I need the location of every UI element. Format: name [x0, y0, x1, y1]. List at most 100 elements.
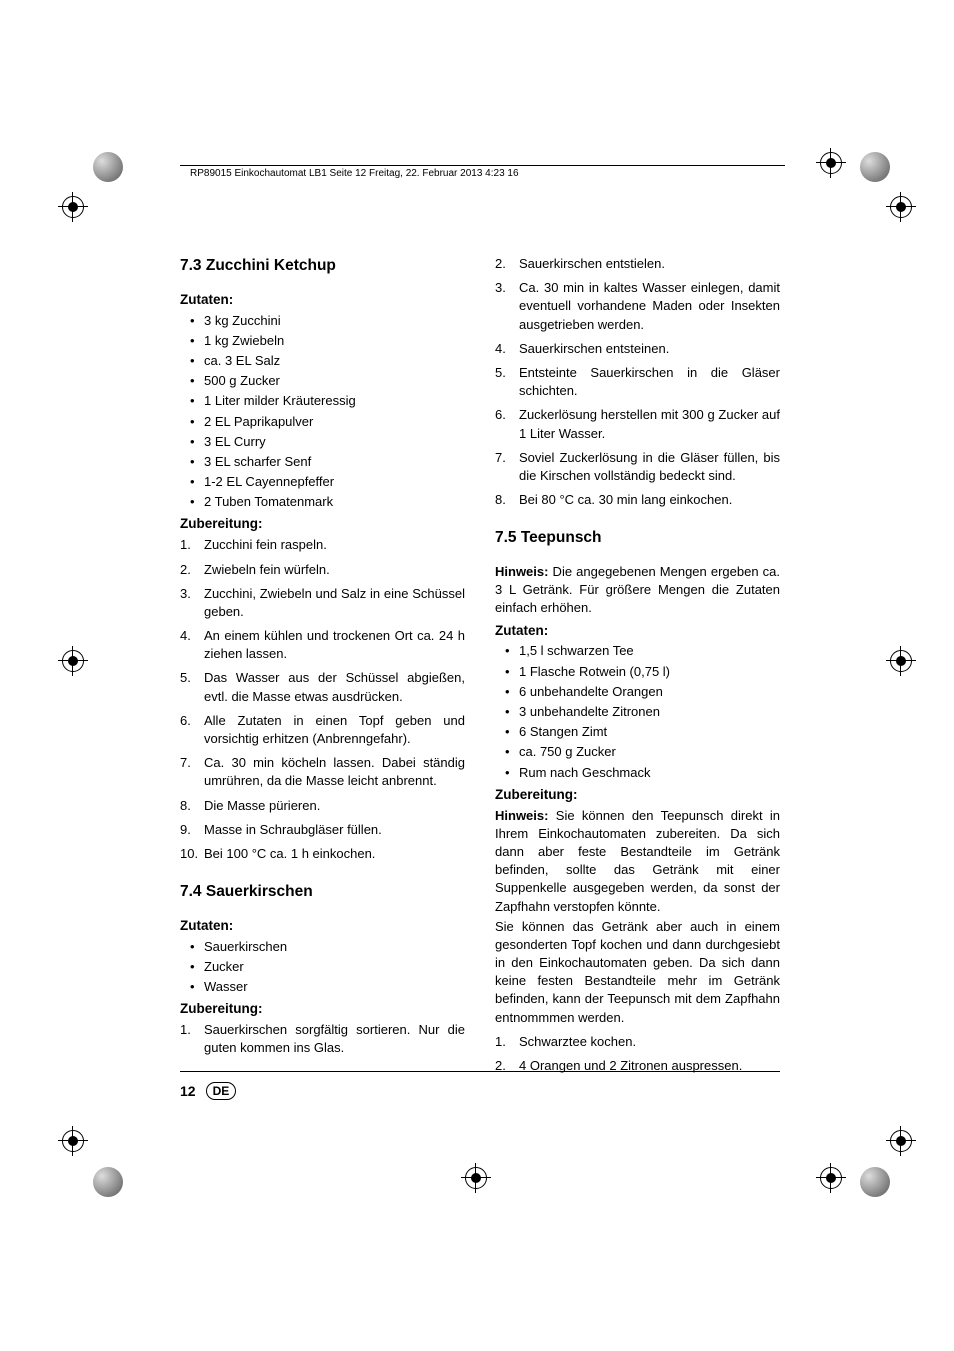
step-item: 5.Entsteinte Sauerkirschen in die Gläser… [495, 364, 780, 400]
zutaten-list: 1,5 l schwarzen Tee 1 Flasche Rotwein (0… [495, 642, 780, 781]
zubereitung-label: Zubereitung: [180, 1000, 465, 1019]
steps-list: 1.Sauerkirschen sorgfältig sortieren. Nu… [180, 1021, 465, 1057]
zutat-item: 1-2 EL Cayennepfeffer [180, 473, 465, 491]
steps-list: 2.Sauerkirschen entstielen. 3.Ca. 30 min… [495, 255, 780, 509]
zutaten-label: Zutaten: [180, 291, 465, 310]
page-number: 12 [180, 1083, 196, 1099]
step-item: 5.Das Wasser aus der Schüssel abgießen, … [180, 669, 465, 705]
steps-list: 1.Schwarztee kochen. 2.4 Orangen und 2 Z… [495, 1033, 780, 1075]
step-item: 2.Sauerkirschen entstielen. [495, 255, 780, 273]
step-item: 6.Zuckerlösung herstellen mit 300 g Zuck… [495, 406, 780, 442]
recipe-heading: 7.5 Teepunsch [495, 527, 780, 549]
step-text: Bei 100 °C ca. 1 h einkochen. [204, 846, 375, 861]
step-text: Schwarztee kochen. [519, 1034, 636, 1049]
step-item: 4.Sauerkirschen entsteinen. [495, 340, 780, 358]
zutat-item: ca. 3 EL Salz [180, 352, 465, 370]
print-mark [820, 1167, 842, 1189]
print-mark [890, 196, 912, 218]
step-text: Zuckerlösung herstellen mit 300 g Zucker… [519, 407, 780, 440]
header-text: RP89015 Einkochautomat LB1 Seite 12 Frei… [190, 168, 519, 179]
step-item: 1.Sauerkirschen sorgfältig sortieren. Nu… [180, 1021, 465, 1057]
zutat-item: Sauerkirschen [180, 938, 465, 956]
footer-content: 12 DE [180, 1082, 780, 1100]
step-text: Zucchini fein raspeln. [204, 537, 327, 552]
step-text: Zwiebeln fein würfeln. [204, 562, 330, 577]
step-text: Ca. 30 min in kaltes Wasser einlegen, da… [519, 280, 780, 331]
zubereitung-label: Zubereitung: [495, 786, 780, 805]
zutat-item: 2 EL Paprikapulver [180, 413, 465, 431]
print-mark-ball [860, 1167, 890, 1197]
hinweis-paragraph: Hinweis: Die angegebenen Mengen ergeben … [495, 563, 780, 618]
step-item: 10.Bei 100 °C ca. 1 h einkochen. [180, 845, 465, 863]
steps-list: 1.Zucchini fein raspeln. 2.Zwiebeln fein… [180, 536, 465, 863]
left-column: 7.3 Zucchini Ketchup Zutaten: 3 kg Zucch… [180, 255, 465, 1081]
print-mark [62, 196, 84, 218]
print-mark-ball [860, 152, 890, 182]
step-text: Das Wasser aus der Schüssel abgießen, ev… [204, 670, 465, 703]
step-text: An einem kühlen und trockenen Ort ca. 24… [204, 628, 465, 661]
page-footer: 12 DE [180, 1071, 780, 1101]
step-item: 8.Die Masse pürieren. [180, 797, 465, 815]
step-item: 3.Zucchini, Zwiebeln und Salz in eine Sc… [180, 585, 465, 621]
step-text: Soviel Zuckerlösung in die Gläser füllen… [519, 450, 780, 483]
recipe-heading: 7.4 Sauerkirschen [180, 881, 465, 903]
zutat-item: 6 Stangen Zimt [495, 723, 780, 741]
step-item: 7.Soviel Zuckerlösung in die Gläser füll… [495, 449, 780, 485]
main-content: 7.3 Zucchini Ketchup Zutaten: 3 kg Zucch… [180, 255, 780, 1081]
body-paragraph: Sie können das Getränk aber auch in eine… [495, 918, 780, 1027]
step-text: Masse in Schraubgläser füllen. [204, 822, 382, 837]
right-column: 2.Sauerkirschen entstielen. 3.Ca. 30 min… [495, 255, 780, 1081]
hinweis-paragraph: Hinweis: Sie können den Teepunsch direkt… [495, 807, 780, 916]
print-mark [890, 650, 912, 672]
print-mark [890, 1130, 912, 1152]
zutat-item: 6 unbehandelte Orangen [495, 683, 780, 701]
step-text: Entsteinte Sauerkirschen in die Gläser s… [519, 365, 780, 398]
hinweis-text: Sie können den Teepunsch direkt in Ihrem… [495, 808, 780, 914]
print-mark [62, 1130, 84, 1152]
step-item: 9.Masse in Schraubgläser füllen. [180, 821, 465, 839]
zutaten-label: Zutaten: [495, 622, 780, 641]
step-text: Alle Zutaten in einen Topf geben und vor… [204, 713, 465, 746]
zutat-item: Wasser [180, 978, 465, 996]
hinweis-label: Hinweis: [495, 564, 548, 579]
zutat-item: 3 EL Curry [180, 433, 465, 451]
step-text: Zucchini, Zwiebeln und Salz in eine Schü… [204, 586, 465, 619]
zutat-item: 1 kg Zwiebeln [180, 332, 465, 350]
step-text: Sauerkirschen entstielen. [519, 256, 665, 271]
step-text: Bei 80 °C ca. 30 min lang einkochen. [519, 492, 732, 507]
step-item: 4.An einem kühlen und trockenen Ort ca. … [180, 627, 465, 663]
step-item: 7.Ca. 30 min köcheln lassen. Dabei ständ… [180, 754, 465, 790]
zubereitung-label: Zubereitung: [180, 515, 465, 534]
print-mark [62, 650, 84, 672]
step-item: 2.Zwiebeln fein würfeln. [180, 561, 465, 579]
zutaten-label: Zutaten: [180, 917, 465, 936]
zutat-item: ca. 750 g Zucker [495, 743, 780, 761]
step-text: Sauerkirschen sorgfältig sortieren. Nur … [204, 1022, 465, 1055]
print-mark [820, 152, 842, 174]
zutat-item: 3 kg Zucchini [180, 312, 465, 330]
header-rule [180, 165, 785, 166]
zutat-item: 1,5 l schwarzen Tee [495, 642, 780, 660]
zutaten-list: 3 kg Zucchini 1 kg Zwiebeln ca. 3 EL Sal… [180, 312, 465, 512]
step-item: 1.Schwarztee kochen. [495, 1033, 780, 1051]
zutat-item: Rum nach Geschmack [495, 764, 780, 782]
zutat-item: 1 Liter milder Kräuteressig [180, 392, 465, 410]
step-text: Ca. 30 min köcheln lassen. Dabei ständig… [204, 755, 465, 788]
print-mark [465, 1167, 487, 1189]
zutat-item: 3 unbehandelte Zitronen [495, 703, 780, 721]
step-item: 6.Alle Zutaten in einen Topf geben und v… [180, 712, 465, 748]
language-badge: DE [206, 1082, 237, 1100]
zutat-item: Zucker [180, 958, 465, 976]
step-item: 3.Ca. 30 min in kaltes Wasser einlegen, … [495, 279, 780, 334]
zutat-item: 3 EL scharfer Senf [180, 453, 465, 471]
recipe-heading: 7.3 Zucchini Ketchup [180, 255, 465, 277]
zutat-item: 2 Tuben Tomatenmark [180, 493, 465, 511]
zutat-item: 1 Flasche Rotwein (0,75 l) [495, 663, 780, 681]
zutaten-list: Sauerkirschen Zucker Wasser [180, 938, 465, 997]
footer-rule [180, 1071, 780, 1073]
step-item: 1.Zucchini fein raspeln. [180, 536, 465, 554]
zutat-item: 500 g Zucker [180, 372, 465, 390]
print-mark-ball [93, 1167, 123, 1197]
hinweis-label: Hinweis: [495, 808, 548, 823]
step-text: Sauerkirschen entsteinen. [519, 341, 669, 356]
